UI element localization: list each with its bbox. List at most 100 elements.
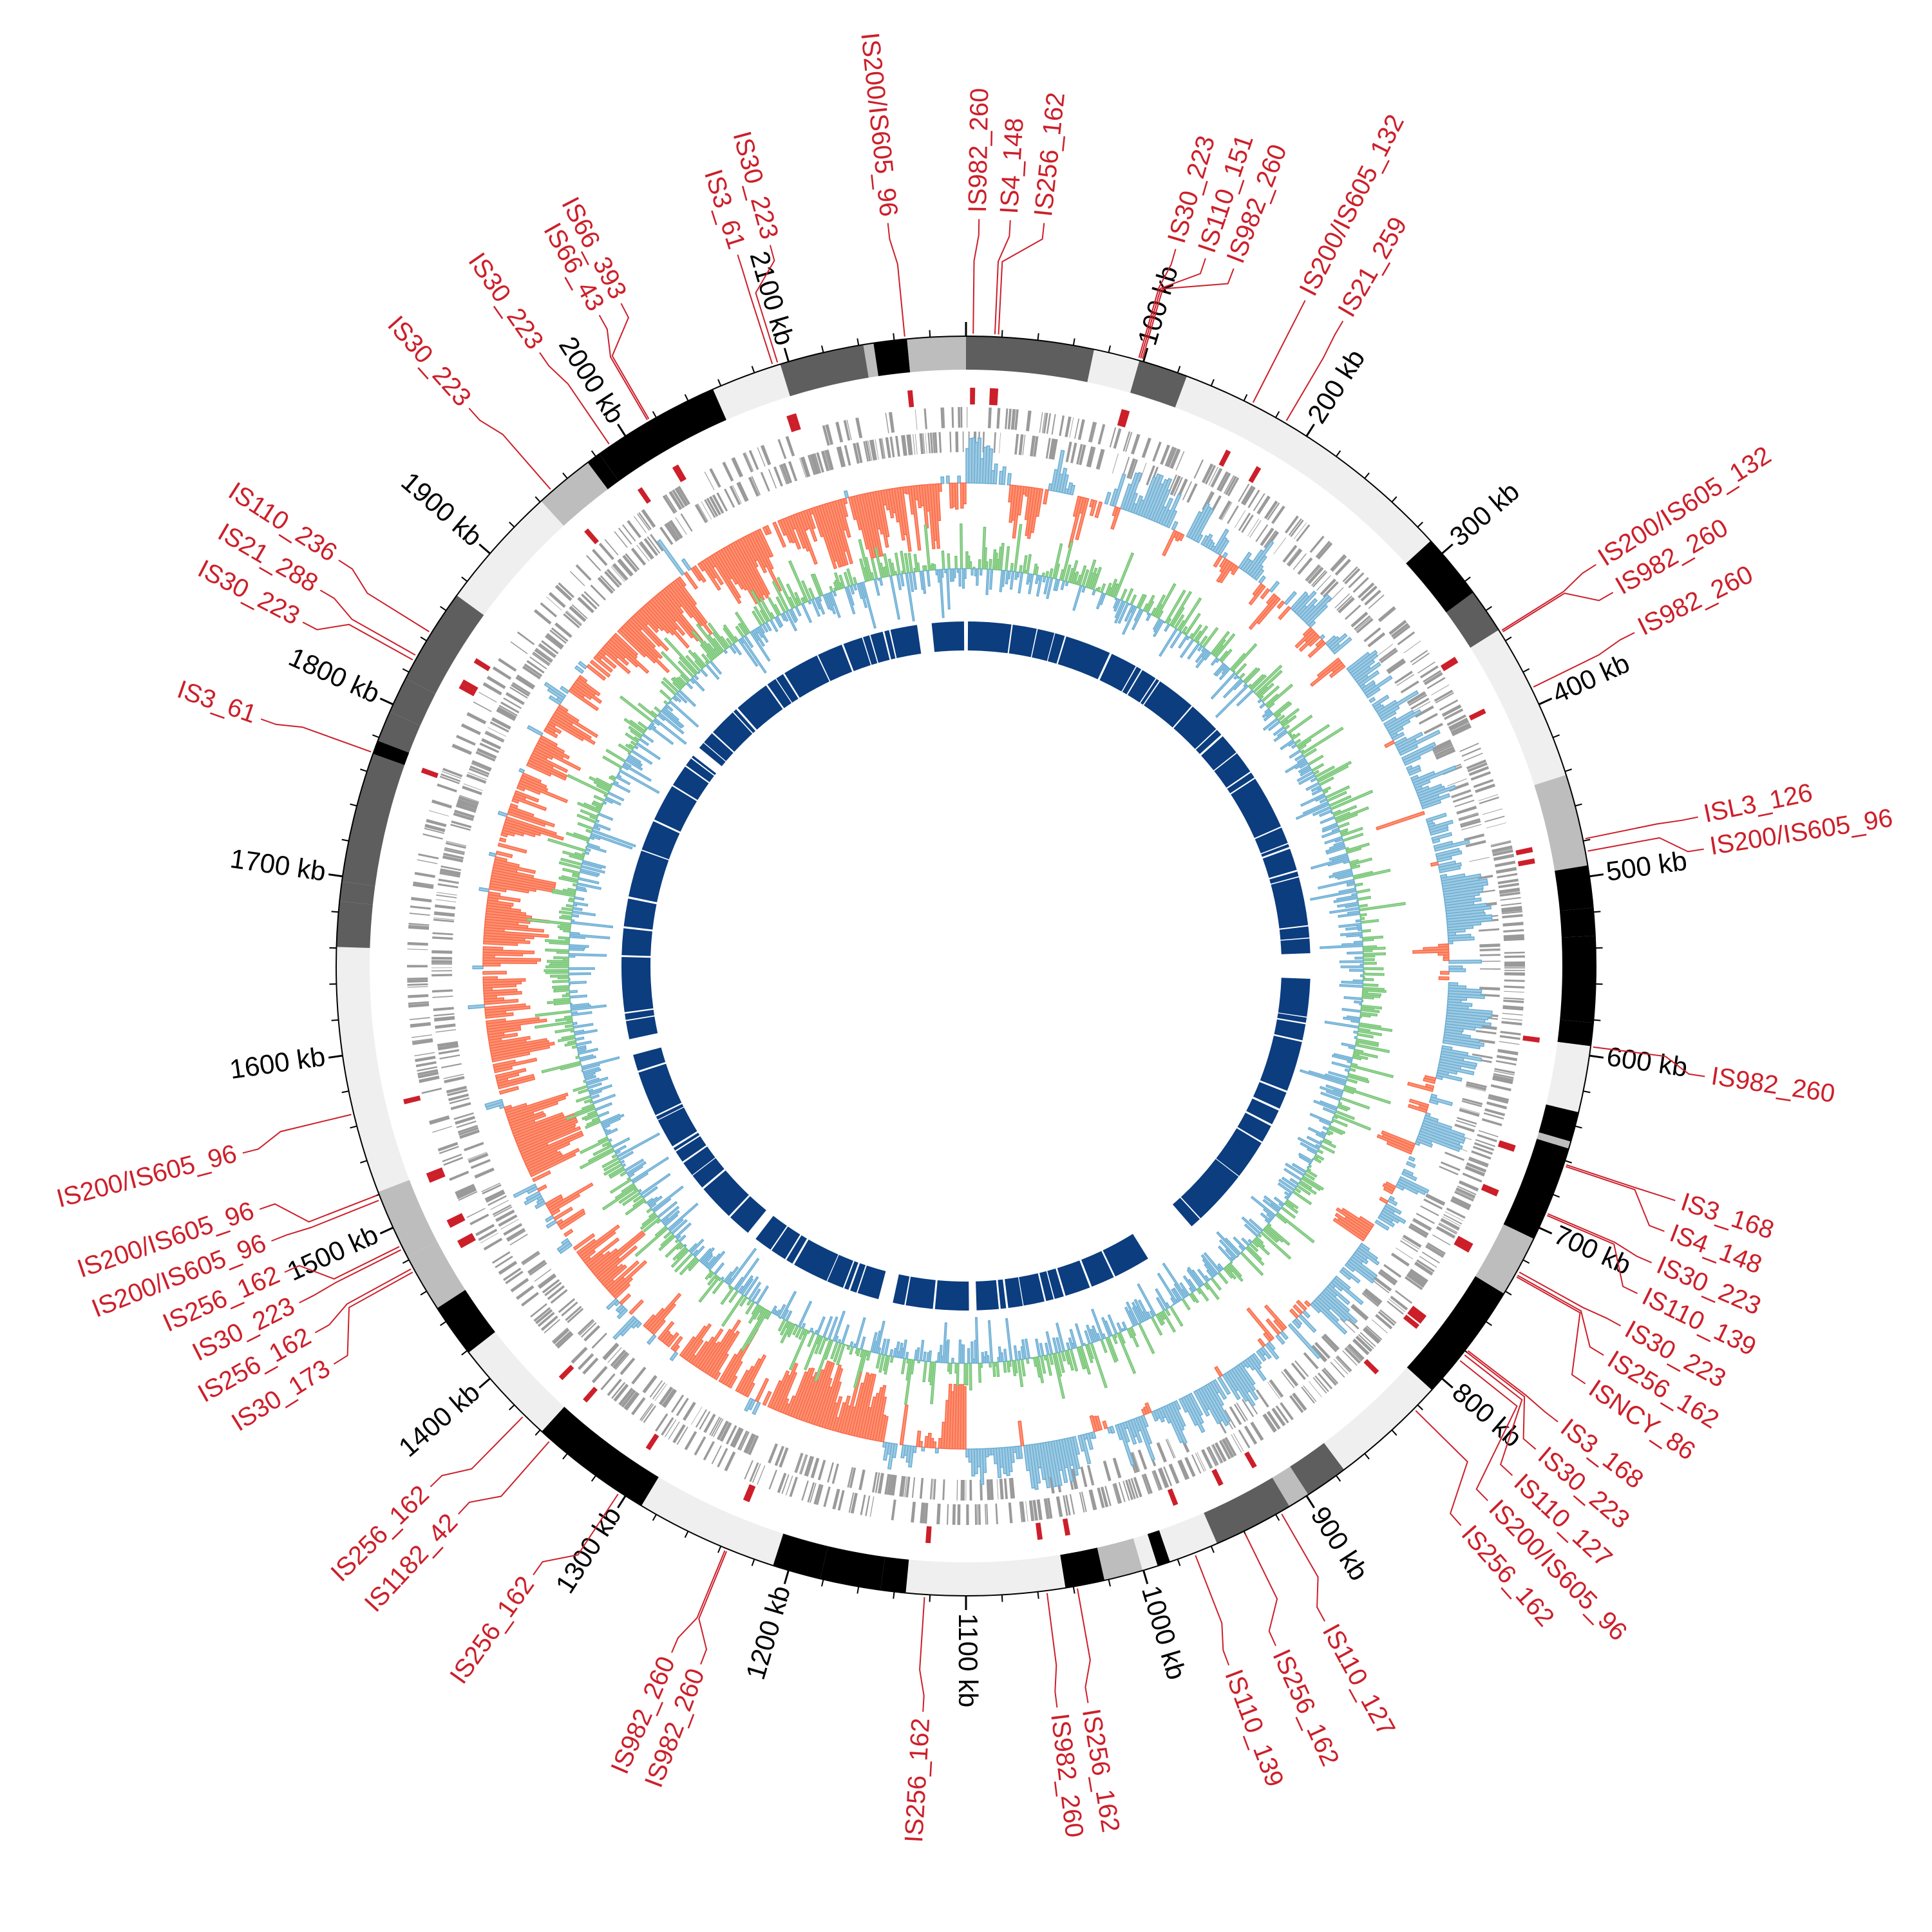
ideogram-band (1159, 1517, 1208, 1562)
tick-label: 500 kb (1604, 845, 1689, 886)
is-label-connector (1587, 837, 1704, 853)
minor-tick (684, 1531, 689, 1538)
ideogram-band (341, 753, 405, 886)
is-label-connector (458, 1441, 550, 1515)
inner-block (656, 1104, 684, 1120)
major-tick (478, 544, 491, 554)
tick-label: 700 kb (1549, 1219, 1636, 1280)
is-element-marker (403, 1095, 421, 1104)
inner-block (818, 645, 853, 681)
inner-block (703, 1170, 749, 1217)
inner-block (1099, 654, 1136, 692)
minor-tick (717, 1546, 722, 1553)
inner-block (1195, 730, 1222, 754)
is-label-connector (698, 1551, 728, 1665)
is-label-connector (1519, 1271, 1621, 1327)
inner-block (1269, 871, 1299, 884)
inner-block (934, 1280, 969, 1311)
inner-block (1039, 1271, 1054, 1302)
inner-block (1246, 1098, 1279, 1124)
minor-tick (1275, 411, 1280, 418)
major-tick (783, 1569, 790, 1584)
minor-tick (1243, 394, 1248, 401)
is-element-label: IS30_223 (382, 310, 477, 412)
is-element-marker (1522, 1036, 1540, 1043)
minor-tick (893, 333, 895, 341)
is-label-connector (737, 254, 773, 365)
minor-tick (1364, 472, 1370, 479)
is-element-marker (970, 388, 976, 405)
ideogram-band (1183, 379, 1313, 469)
is-element-marker (1497, 1141, 1515, 1152)
major-tick (617, 423, 627, 437)
minor-tick (1177, 1558, 1181, 1566)
ideogram-band (1446, 592, 1499, 648)
is-label-connector (299, 1249, 401, 1303)
ideogram-band (1546, 1041, 1591, 1113)
is-label-connector (430, 1416, 524, 1488)
inner-block (893, 1274, 910, 1305)
inner-block (905, 1276, 936, 1309)
minor-tick (652, 411, 657, 418)
inner-block (870, 631, 890, 663)
inner-block (1216, 1128, 1262, 1177)
inner-block (633, 1047, 666, 1071)
minor-tick (1553, 734, 1560, 739)
is-element-marker (461, 679, 478, 692)
is-element-label: IS4_148 (995, 117, 1029, 214)
is-label-connector (887, 223, 905, 337)
ideogram-band (713, 364, 790, 420)
is-element-marker (1218, 450, 1231, 467)
is-label-connector (284, 1245, 400, 1280)
ideogram-band (468, 1332, 565, 1432)
minor-tick (1593, 1019, 1601, 1021)
minor-tick (350, 1125, 357, 1129)
is-element-label: IS982_260 (963, 88, 994, 213)
minor-tick (1485, 1321, 1492, 1327)
ideogram-band (1130, 360, 1187, 408)
inner-block (623, 898, 657, 930)
inner-block (786, 1235, 807, 1264)
ideogram-band (373, 741, 410, 765)
major-tick (328, 873, 343, 878)
is-label-connector (1464, 1354, 1523, 1476)
inner-block (827, 1255, 853, 1288)
is-label-connector (1459, 1360, 1518, 1501)
is-element-marker (1211, 1468, 1224, 1486)
inner-block (1262, 848, 1297, 878)
minor-tick (1522, 1259, 1530, 1264)
tick-label: 1900 kb (395, 466, 488, 552)
is-label-connector (1244, 1533, 1278, 1647)
is-element-marker (1244, 1451, 1257, 1469)
ideogram-band (905, 1558, 1034, 1596)
is-label-connector (1517, 1274, 1604, 1356)
ideogram-band (339, 881, 375, 905)
ideogram-band (873, 339, 911, 376)
minor-tick (1464, 576, 1471, 582)
minor-tick (509, 522, 515, 528)
ideogram-band (1195, 1513, 1217, 1548)
minor-tick (893, 1591, 895, 1599)
ideogram-band (541, 462, 608, 526)
inner-block (976, 1280, 999, 1311)
minor-tick (1108, 1579, 1111, 1587)
gc-content-track (526, 523, 1406, 1405)
is-label-connector (1415, 1410, 1468, 1526)
is-element-label: IS256_162 (1029, 91, 1070, 218)
minor-tick (1210, 1546, 1215, 1553)
is-label-connector (1285, 320, 1344, 421)
is-label-connector (919, 1596, 925, 1712)
is-element-marker (1407, 1309, 1424, 1324)
ideogram-band (1560, 936, 1596, 1023)
is-label-connector (259, 1195, 377, 1223)
inner-block (1173, 706, 1217, 749)
is-label-connector (319, 589, 416, 656)
ideogram-band (773, 1533, 828, 1579)
inner-block (794, 1239, 838, 1282)
is-label-connector (1138, 249, 1177, 358)
major-tick (379, 697, 394, 706)
ideogram-band (1294, 440, 1349, 493)
inner-block (998, 1279, 1007, 1309)
inner-block (641, 821, 680, 860)
tick-label: 300 kb (1444, 476, 1525, 552)
